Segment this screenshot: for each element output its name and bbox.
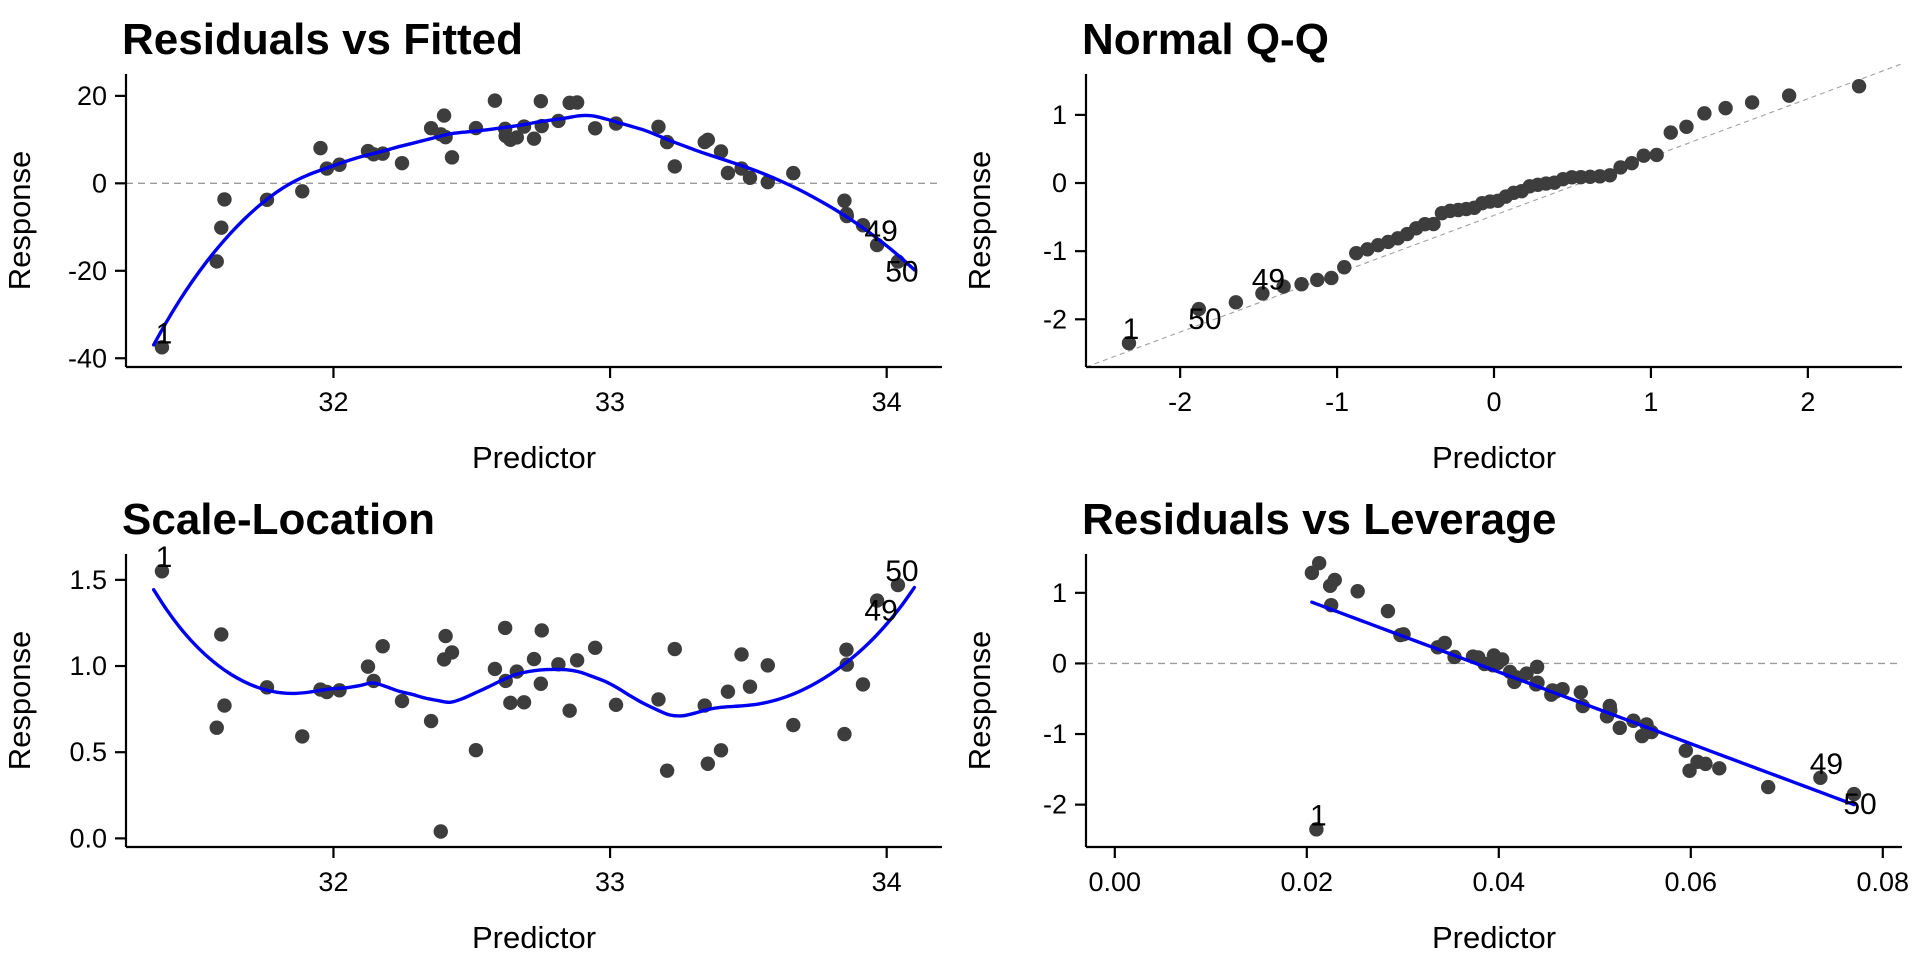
svg-text:1.5: 1.5 (69, 565, 107, 595)
svg-text:34: 34 (872, 387, 902, 417)
svg-text:Response: Response (2, 631, 37, 771)
svg-text:49: 49 (1810, 748, 1843, 781)
svg-text:20: 20 (77, 81, 107, 111)
svg-text:-40: -40 (68, 343, 107, 373)
svg-text:50: 50 (1188, 303, 1221, 336)
svg-text:Residuals vs Fitted: Residuals vs Fitted (122, 15, 523, 64)
svg-text:-1: -1 (1043, 719, 1067, 749)
svg-text:32: 32 (318, 387, 348, 417)
svg-text:0: 0 (1486, 387, 1501, 417)
svg-text:1: 1 (156, 541, 173, 574)
svg-text:-1: -1 (1043, 236, 1067, 266)
svg-text:-1: -1 (1325, 387, 1349, 417)
svg-text:Response: Response (2, 151, 37, 291)
svg-text:Normal Q-Q: Normal Q-Q (1082, 15, 1329, 64)
svg-text:0.5: 0.5 (69, 737, 107, 767)
svg-text:Predictor: Predictor (1432, 440, 1556, 475)
svg-text:1: 1 (1643, 387, 1658, 417)
svg-text:-2: -2 (1043, 790, 1067, 820)
svg-text:0.04: 0.04 (1473, 867, 1526, 897)
svg-text:49: 49 (1252, 263, 1285, 296)
svg-text:0.0: 0.0 (69, 823, 107, 853)
svg-text:0.06: 0.06 (1665, 867, 1718, 897)
svg-text:1.0: 1.0 (69, 651, 107, 681)
svg-text:33: 33 (595, 387, 625, 417)
svg-text:49: 49 (864, 215, 897, 248)
svg-text:0.02: 0.02 (1281, 867, 1334, 897)
svg-text:Predictor: Predictor (1432, 920, 1556, 955)
svg-text:0: 0 (92, 168, 107, 198)
svg-text:0: 0 (1052, 648, 1067, 678)
svg-text:50: 50 (885, 256, 918, 289)
svg-text:Predictor: Predictor (472, 440, 596, 475)
svg-text:1: 1 (156, 317, 173, 350)
svg-text:2: 2 (1800, 387, 1815, 417)
svg-text:49: 49 (864, 595, 897, 628)
svg-text:50: 50 (885, 555, 918, 588)
svg-text:Response: Response (962, 151, 997, 291)
svg-text:Residuals vs Leverage: Residuals vs Leverage (1082, 495, 1556, 544)
svg-text:Scale-Location: Scale-Location (122, 495, 435, 544)
svg-text:-2: -2 (1043, 304, 1067, 334)
svg-text:0: 0 (1052, 168, 1067, 198)
svg-text:-20: -20 (68, 256, 107, 286)
svg-text:50: 50 (1843, 788, 1876, 821)
svg-text:0.08: 0.08 (1857, 867, 1910, 897)
svg-text:0.00: 0.00 (1089, 867, 1142, 897)
svg-text:1: 1 (1310, 799, 1327, 832)
svg-text:32: 32 (318, 867, 348, 897)
svg-text:1: 1 (1123, 313, 1140, 346)
svg-text:34: 34 (872, 867, 902, 897)
svg-text:33: 33 (595, 867, 625, 897)
svg-text:Predictor: Predictor (472, 920, 596, 955)
svg-text:-2: -2 (1168, 387, 1192, 417)
svg-text:Response: Response (962, 631, 997, 771)
svg-text:1: 1 (1052, 100, 1067, 130)
svg-text:1: 1 (1052, 578, 1067, 608)
